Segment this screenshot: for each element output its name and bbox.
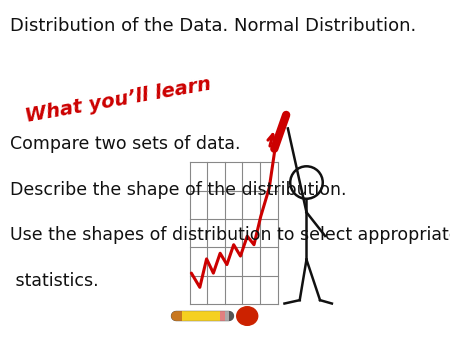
Text: Describe the shape of the distribution.: Describe the shape of the distribution. [10, 181, 346, 199]
Ellipse shape [237, 307, 258, 325]
Text: statistics.: statistics. [10, 272, 99, 290]
Text: Use the shapes of distribution to select appropriate: Use the shapes of distribution to select… [10, 226, 450, 244]
Text: Distribution of the Data. Normal Distribution.: Distribution of the Data. Normal Distrib… [10, 17, 416, 35]
Text: What you’ll learn: What you’ll learn [24, 74, 213, 126]
Text: Compare two sets of data.: Compare two sets of data. [10, 135, 241, 153]
